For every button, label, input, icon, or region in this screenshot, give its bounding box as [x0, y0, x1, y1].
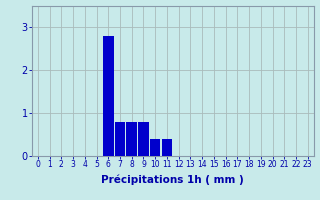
Bar	[138, 122, 149, 156]
X-axis label: Précipitations 1h ( mm ): Précipitations 1h ( mm )	[101, 175, 244, 185]
Bar	[126, 122, 137, 156]
Bar	[150, 139, 161, 156]
Bar	[115, 122, 125, 156]
Bar	[103, 36, 114, 156]
Bar	[162, 139, 172, 156]
